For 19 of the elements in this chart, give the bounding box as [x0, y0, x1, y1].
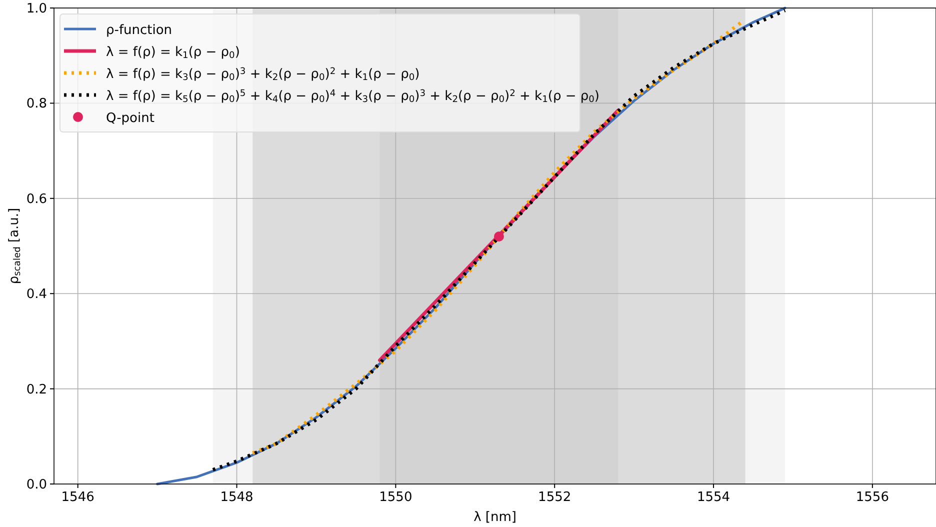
x-tick-label: 1550	[379, 490, 412, 505]
y-tick-label: 0.4	[26, 287, 47, 302]
y-tick-label: 1.0	[26, 2, 47, 16]
legend-label: ρ-function	[106, 23, 172, 38]
x-tick-label: 1554	[696, 490, 730, 505]
legend-label: Q-point	[106, 111, 154, 126]
y-tick-label: 0.2	[26, 382, 47, 398]
y-tick-label: 0.0	[26, 478, 47, 492]
text: λ = f(ρ) = k$_{5}$(ρ − ρ$_{0}$)$^{5}$ + k$_{4}$(ρ − ρ$_{0}$)$^{4}$ + k$_{3}$(ρ − ρ$_{0}$)$^{3}$ + k$_{2}$(ρ − ρ$_{0}$)$^{2}$ + k$_{1}$(ρ − ρ$_{0}$)	[106, 88, 600, 106]
line-series	[250, 20, 744, 455]
y-tick-label: 0.8	[26, 96, 47, 112]
x-tick-label: 1548	[220, 490, 254, 505]
y-tick-label: 0.6	[26, 192, 47, 207]
x-axis-title: λ [nm]	[474, 510, 516, 525]
legend-label: λ = f(ρ) = k$_{1}$(ρ − ρ$_{0}$)	[106, 45, 240, 62]
x-tick-label: 1556	[856, 490, 889, 505]
x-tick-label: 1546	[61, 490, 94, 505]
text: λ = f(ρ) = k$_{3}$(ρ − ρ$_{0}$)$^{3}$ + k$_{2}$(ρ − ρ$_{0}$)$^{2}$ + k$_{1}$(ρ − ρ$_{0}$)	[106, 66, 420, 84]
x-tick-label: 1552	[538, 490, 572, 505]
